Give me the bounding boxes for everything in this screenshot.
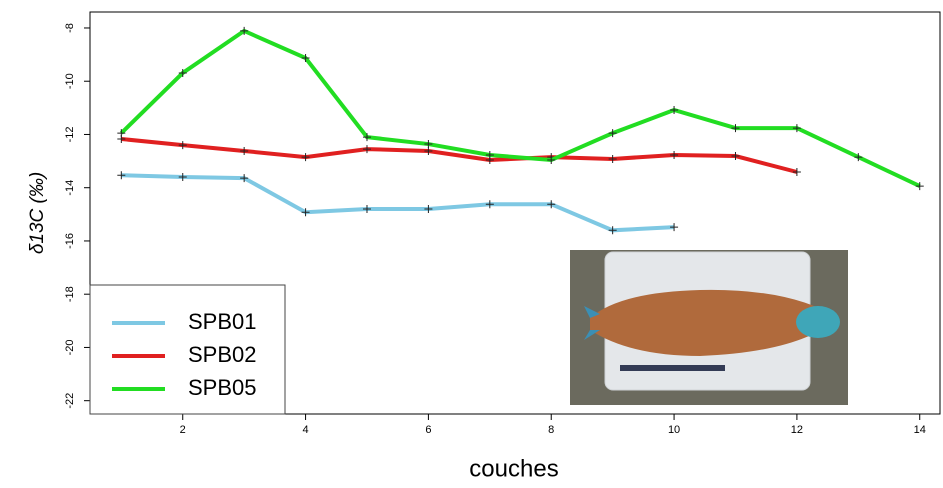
point-marker bbox=[363, 145, 371, 153]
point-marker bbox=[793, 168, 801, 176]
chart: couches δ13C (‰) 2 4 6 8 10 12 14 -22 -20 -18 -16 -… bbox=[0, 0, 943, 488]
y-tick-label: -18 bbox=[64, 286, 76, 302]
x-tick-label: 8 bbox=[548, 424, 554, 436]
plot-marks bbox=[117, 27, 923, 234]
x-tick-label: 4 bbox=[303, 424, 309, 436]
series-line bbox=[121, 175, 674, 230]
point-marker bbox=[424, 205, 432, 213]
point-marker bbox=[670, 151, 678, 159]
point-marker bbox=[240, 147, 248, 155]
legend-label: SPB02 bbox=[188, 342, 257, 367]
y-axis-label: δ13C (‰) bbox=[27, 172, 48, 254]
point-marker bbox=[486, 200, 494, 208]
x-axis-label: couches bbox=[469, 455, 558, 482]
y-tick-label: -22 bbox=[64, 393, 76, 409]
point-marker bbox=[179, 141, 187, 149]
point-marker bbox=[302, 153, 310, 161]
y-tick-label: -16 bbox=[64, 233, 76, 249]
point-marker bbox=[731, 152, 739, 160]
series-line bbox=[121, 139, 797, 172]
x-tick-label: 10 bbox=[668, 424, 680, 436]
y-tick-label: -14 bbox=[64, 180, 76, 196]
fish-photo bbox=[570, 250, 848, 405]
point-marker bbox=[424, 140, 432, 148]
y-tick-label: -12 bbox=[64, 127, 76, 143]
y-tick-label: -20 bbox=[64, 339, 76, 355]
y-tick-label: -10 bbox=[64, 73, 76, 89]
legend-label: SPB05 bbox=[188, 375, 257, 400]
x-tick-label: 6 bbox=[425, 424, 431, 436]
point-marker bbox=[609, 155, 617, 163]
point-marker bbox=[424, 147, 432, 155]
x-tick-label: 14 bbox=[914, 424, 926, 436]
y-tick-label: -8 bbox=[64, 23, 76, 33]
point-marker bbox=[670, 223, 678, 231]
x-tick-label: 2 bbox=[180, 424, 186, 436]
point-marker bbox=[363, 205, 371, 213]
point-marker bbox=[117, 171, 125, 179]
x-tick-label: 12 bbox=[791, 424, 803, 436]
legend-label: SPB01 bbox=[188, 309, 257, 334]
series-line bbox=[121, 31, 919, 186]
point-marker bbox=[179, 173, 187, 181]
